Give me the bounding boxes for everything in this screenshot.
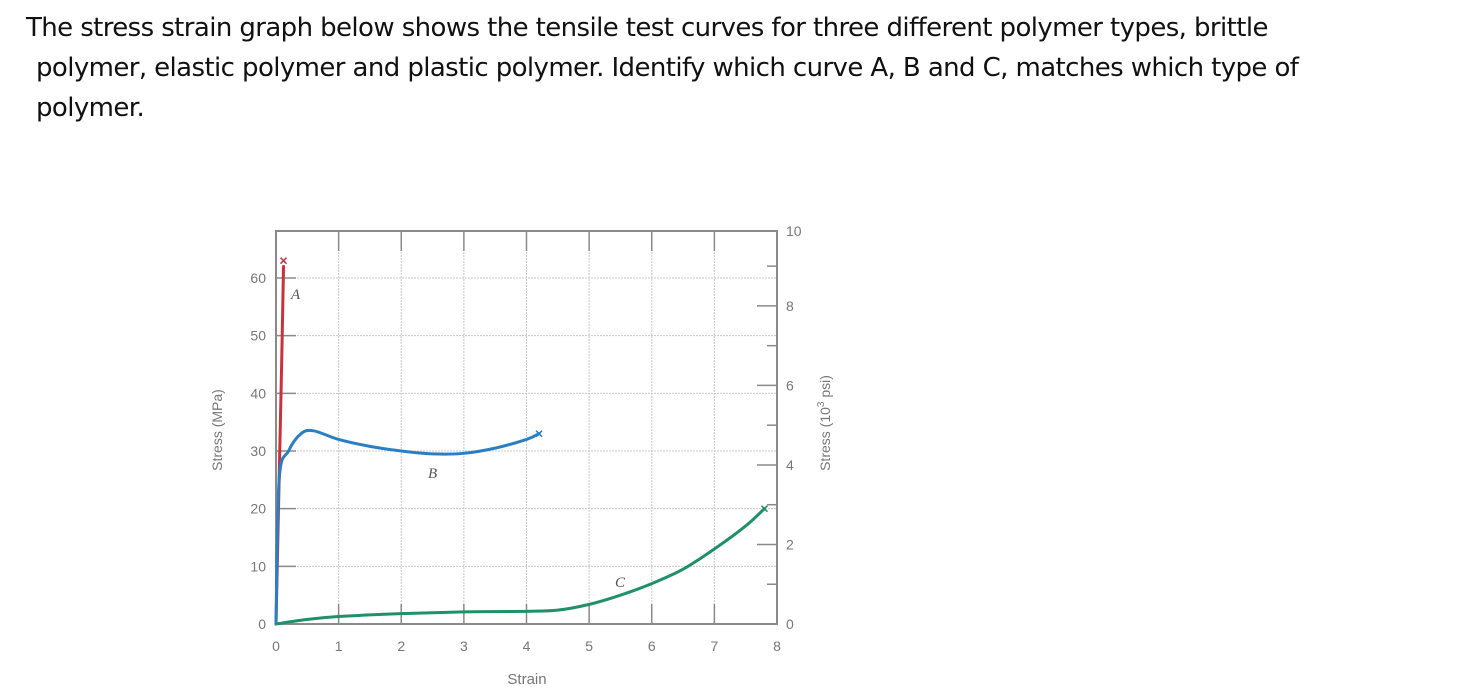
question-line-1: The stress strain graph below shows the … <box>26 13 1268 43</box>
x-tick-label: 4 <box>523 638 531 654</box>
curve-label-c: C <box>615 575 626 591</box>
x-tick-label: 5 <box>585 638 593 654</box>
y-tick-label-right: 10 <box>786 223 802 239</box>
question-line-3: polymer. <box>36 93 145 123</box>
y-axis-left-label: Stress (MPa) <box>209 389 225 471</box>
x-tick-label: 8 <box>773 638 781 654</box>
curve-c <box>274 507 766 626</box>
x-axis-label: Strain <box>507 671 546 688</box>
y-tick-label-right: 6 <box>786 377 794 393</box>
x-tick-label: 7 <box>710 638 718 654</box>
question-text: The stress strain graph below shows the … <box>26 8 1386 128</box>
x-tick-label: 3 <box>460 638 468 654</box>
y-axis-right-label: Stress (103 psi) <box>816 375 833 471</box>
y-tick-label-right: 8 <box>786 298 794 314</box>
y-tick-label-left: 40 <box>250 385 266 401</box>
fracture-marker-c-icon <box>760 505 769 513</box>
x-tick-label: 1 <box>335 638 343 654</box>
y-tick-label-left: 30 <box>250 443 266 459</box>
curves <box>274 257 769 626</box>
fracture-marker-b-icon <box>535 430 543 438</box>
x-tick-label: 2 <box>397 638 405 654</box>
curve-label-a: A <box>290 287 301 303</box>
y-tick-label-left: 50 <box>250 328 266 344</box>
y-tick-label-left: 0 <box>258 616 266 632</box>
y-tick-label-right: 2 <box>786 536 794 552</box>
curve-label-b: B <box>428 466 437 482</box>
x-tick-label: 0 <box>272 638 280 654</box>
fracture-marker-a-icon <box>279 257 288 265</box>
y-tick-label-left: 10 <box>250 558 266 574</box>
curve-b <box>274 428 541 626</box>
y-tick-label-left: 60 <box>250 270 266 286</box>
chart-grid <box>276 231 777 624</box>
y-tick-label-right: 4 <box>786 457 794 473</box>
question-line-2: polymer, elastic polymer and plastic pol… <box>36 53 1299 83</box>
y-tick-label-left: 20 <box>250 501 266 517</box>
y-tick-label-right: 0 <box>786 616 794 632</box>
x-tick-label: 6 <box>648 638 656 654</box>
